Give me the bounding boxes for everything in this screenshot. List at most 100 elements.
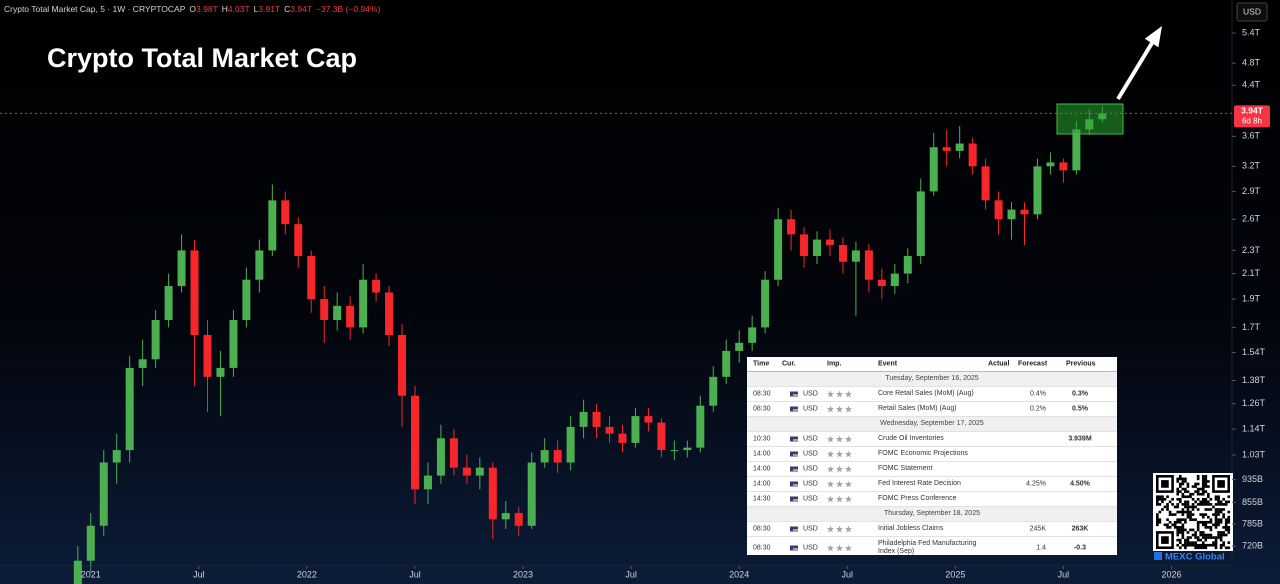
qr-module: [1178, 497, 1182, 501]
qr-module: [1194, 500, 1197, 504]
x-tick-label: Jul: [193, 569, 205, 579]
importance-star: [836, 480, 843, 488]
column-header: Event: [878, 360, 898, 368]
qr-module: [1207, 492, 1210, 496]
qr-module: [1184, 520, 1187, 524]
qr-module: [1191, 508, 1195, 511]
qr-module: [1178, 531, 1182, 534]
qr-module: [1194, 490, 1197, 493]
qr-module: [1214, 520, 1218, 524]
qr-module: [1163, 505, 1167, 509]
qr-module: [1201, 487, 1205, 491]
event-row: 08:30 USD Core Retail Sales (MoM) (Aug) 0.4…: [747, 387, 1117, 402]
qr-module: [1219, 546, 1223, 550]
y-tick-label: 5.4T: [1242, 27, 1261, 37]
qr-module: [1207, 495, 1210, 499]
star-shape: [836, 435, 843, 443]
qr-module: [1194, 546, 1197, 550]
candle-body: [125, 367, 134, 451]
qr-module: [1168, 510, 1172, 514]
qr-module: [1214, 536, 1218, 539]
qr-module: [1176, 510, 1180, 514]
qr-module: [1199, 531, 1203, 534]
qr-module: [1209, 526, 1213, 529]
event-row: 14:00 USD FOMC Economic Projections: [747, 447, 1117, 462]
qr-module: [1189, 536, 1192, 539]
candle-body: [670, 450, 679, 452]
candle-body: [579, 411, 588, 427]
y-tick-label: 1.03T: [1242, 449, 1266, 459]
qr-module: [1217, 520, 1220, 524]
qr-module: [1199, 538, 1203, 542]
qr-module: [1199, 520, 1203, 524]
star-shape: [845, 435, 852, 443]
star-shape: [836, 405, 843, 413]
qr-module: [1181, 533, 1185, 537]
qr-module: [1178, 526, 1182, 529]
qr-module: [1204, 523, 1208, 527]
importance-star: [836, 450, 843, 458]
qr-module: [1189, 518, 1192, 522]
qr-module: [1156, 518, 1159, 522]
brand: MEXC Global: [1165, 552, 1225, 563]
qr-module: [1209, 508, 1213, 511]
qr-module: [1201, 492, 1205, 496]
qr-module: [1176, 477, 1180, 481]
ohlc-value: 3.91T: [258, 4, 280, 14]
qr-module: [1156, 500, 1159, 504]
qr-module: [1204, 503, 1208, 506]
qr-module: [1191, 541, 1195, 544]
qr-module: [1214, 503, 1218, 506]
qr-module: [1184, 487, 1187, 491]
y-tick-label: 4.4T: [1242, 80, 1261, 90]
candle-body: [800, 234, 809, 257]
qr-module: [1178, 518, 1182, 522]
qr-module: [1194, 482, 1197, 486]
candle-body: [112, 450, 121, 463]
event-previous: 3.939M: [1068, 435, 1092, 443]
qr-module: [1161, 508, 1164, 511]
candle-body: [164, 286, 173, 321]
star-shape: [836, 390, 843, 398]
event-forecast: 0.4%: [1030, 390, 1046, 398]
qr-module: [1178, 490, 1182, 493]
qr-module: [1214, 523, 1218, 527]
qr-module: [1201, 503, 1205, 506]
qr-finder: [1161, 480, 1169, 488]
column-header: Actual: [988, 360, 1010, 368]
event-row: 14:30 USD FOMC Press Conference: [747, 492, 1117, 507]
qr-module: [1199, 533, 1203, 537]
qr-module: [1204, 475, 1208, 478]
qr-module: [1217, 503, 1220, 506]
qr-module: [1171, 503, 1174, 506]
qr-module: [1196, 528, 1200, 532]
qr-module: [1178, 528, 1182, 532]
qr-module: [1209, 518, 1213, 522]
qr-module: [1201, 475, 1205, 478]
qr-module: [1214, 495, 1218, 499]
event-currency: USD: [803, 405, 818, 413]
currency: USD: [1243, 6, 1261, 16]
qr-module: [1201, 482, 1205, 486]
star-shape: [845, 544, 852, 552]
qr-module: [1156, 520, 1159, 524]
candle-body: [825, 239, 834, 245]
candle-body: [709, 376, 718, 406]
event-previous: 0.5%: [1072, 405, 1088, 413]
candle-body: [229, 320, 238, 368]
qr-module: [1222, 541, 1225, 544]
qr-module: [1194, 541, 1197, 544]
qr-module: [1204, 526, 1208, 529]
importance-star: [836, 525, 843, 533]
qr-module: [1189, 510, 1192, 514]
qr-module: [1201, 490, 1205, 493]
event-time: 08:30: [753, 525, 771, 533]
importance-star: [827, 544, 834, 552]
qr-module: [1209, 533, 1213, 537]
qr-module: [1158, 520, 1162, 524]
candle-body: [436, 438, 445, 476]
qr-module: [1201, 543, 1205, 547]
ohlc-value: 3.98T: [196, 4, 218, 14]
qr-module: [1204, 477, 1208, 481]
